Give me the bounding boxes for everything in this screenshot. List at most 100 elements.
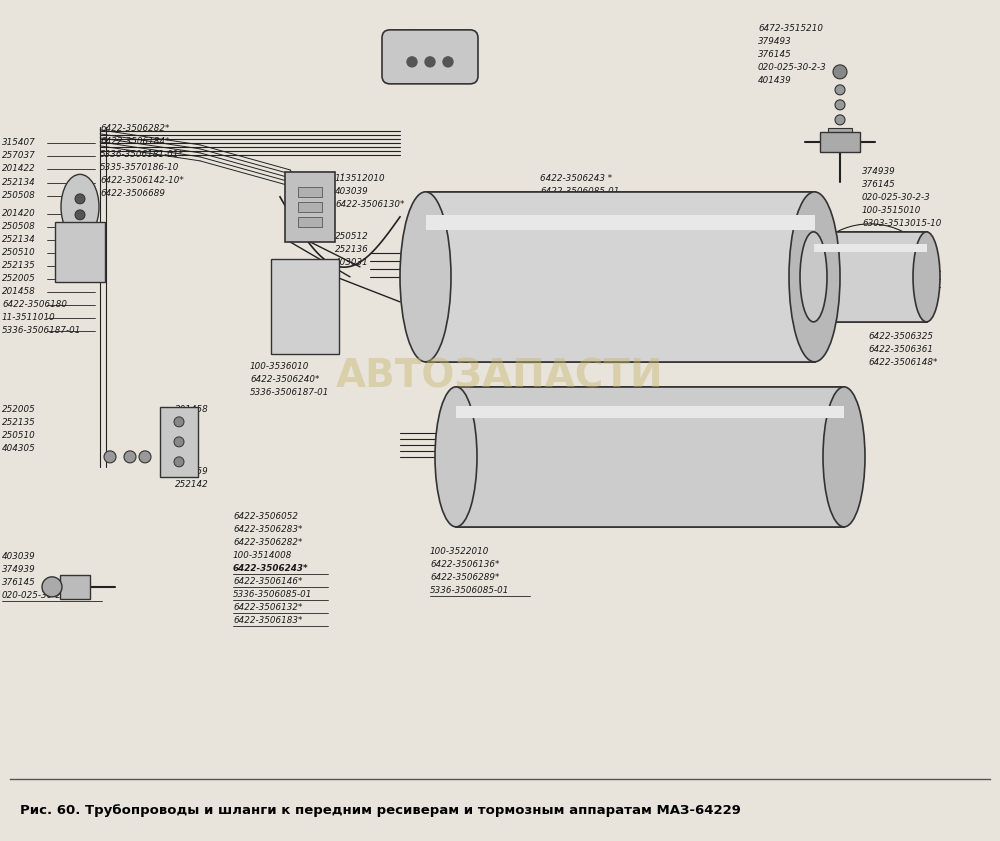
Bar [55, 222, 105, 282]
Circle shape [407, 57, 417, 67]
Circle shape [124, 451, 136, 463]
Text: 6422-3506361: 6422-3506361 [868, 346, 933, 354]
Text: 6422-3506289*: 6422-3506289* [430, 574, 499, 582]
Bar [426, 192, 814, 362]
Text: 376145: 376145 [390, 56, 424, 65]
Circle shape [443, 57, 453, 67]
Bar [160, 407, 198, 477]
Text: 6422-3506180: 6422-3506180 [2, 300, 67, 309]
Text: 252005: 252005 [2, 274, 36, 283]
Text: 6422-3506325: 6422-3506325 [868, 332, 933, 341]
Bar [828, 128, 852, 142]
Text: 250510: 250510 [2, 248, 36, 257]
Text: 379493: 379493 [758, 37, 792, 46]
Text: 201458: 201458 [175, 405, 209, 415]
Text: 374939: 374939 [862, 167, 896, 177]
Text: 252135: 252135 [2, 262, 36, 270]
Text: 6422-3506348*: 6422-3506348* [862, 246, 931, 254]
Bar [456, 387, 844, 526]
Text: 252134: 252134 [2, 178, 36, 188]
Text: 252136: 252136 [335, 246, 369, 254]
Text: 6422-3506052: 6422-3506052 [233, 512, 298, 521]
Text: 6422-3506130*: 6422-3506130* [335, 200, 404, 209]
Text: 6422-3506142-10*: 6422-3506142-10* [100, 177, 184, 185]
Text: 201420: 201420 [2, 209, 36, 219]
Text: 252142: 252142 [175, 480, 209, 489]
Text: 020-025-30-2-3: 020-025-30-2-3 [2, 591, 71, 600]
Text: 100-3536010: 100-3536010 [250, 362, 309, 372]
Text: 402776: 402776 [390, 29, 424, 39]
Text: 6422-3506283*: 6422-3506283* [233, 526, 302, 534]
Text: АВТОЗАПАСТИ: АВТОЗАПАСТИ [336, 358, 664, 396]
Circle shape [833, 65, 847, 79]
Text: 6422-3506240*: 6422-3506240* [250, 375, 319, 384]
Text: 6422-3506136*: 6422-3506136* [430, 560, 499, 569]
Ellipse shape [913, 232, 940, 322]
Text: 5336-3506187-01: 5336-3506187-01 [250, 389, 329, 397]
Text: 020-025-30-2-3: 020-025-30-2-3 [758, 63, 827, 72]
Bar [456, 405, 844, 418]
Text: 5336-3506085-01: 5336-3506085-01 [233, 590, 312, 600]
Text: 252134: 252134 [2, 235, 36, 245]
Text: 11͑3512010: 11͑3512010 [335, 174, 386, 183]
Circle shape [75, 210, 85, 220]
Text: 252005: 252005 [2, 405, 36, 415]
Text: 6422-3506352*: 6422-3506352* [862, 258, 931, 267]
Text: 5336-3506187-01: 5336-3506187-01 [2, 326, 81, 336]
Text: 6472-3515210: 6472-3515210 [758, 24, 823, 34]
Text: 250508: 250508 [2, 192, 36, 200]
Bar [814, 232, 926, 322]
Text: 6422-3506243 *: 6422-3506243 * [540, 174, 612, 183]
Bar [814, 244, 926, 252]
Circle shape [75, 194, 85, 204]
Text: 201422: 201422 [2, 164, 36, 173]
Circle shape [425, 57, 435, 67]
Bar [298, 187, 322, 197]
Circle shape [174, 436, 184, 447]
Text: 250510: 250510 [2, 431, 36, 441]
Circle shape [174, 417, 184, 427]
Text: 374939: 374939 [390, 42, 424, 51]
Text: 6422-3506243*: 6422-3506243* [233, 564, 309, 574]
Text: 379652: 379652 [540, 226, 574, 235]
Text: 401439: 401439 [758, 77, 792, 85]
Text: 5336-3506085-01: 5336-3506085-01 [430, 586, 509, 595]
Circle shape [174, 457, 184, 467]
Bar [820, 132, 860, 152]
Text: 6303-3506361: 6303-3506361 [862, 232, 927, 241]
Bar [60, 575, 90, 599]
Bar [298, 217, 322, 227]
Text: 404305: 404305 [2, 444, 36, 453]
Text: 6303-3513015-10: 6303-3513015-10 [862, 220, 941, 229]
Text: 5336-3506181-01*: 5336-3506181-01* [100, 151, 184, 159]
Circle shape [42, 577, 62, 597]
Bar [271, 259, 339, 354]
Text: 374939: 374939 [2, 565, 36, 574]
Ellipse shape [789, 192, 840, 362]
Text: 257037: 257037 [2, 151, 36, 161]
Text: 376145: 376145 [862, 180, 896, 189]
Text: 376145: 376145 [758, 50, 792, 60]
Text: 6422-3506148*: 6422-3506148* [868, 358, 937, 368]
Ellipse shape [823, 387, 865, 526]
Bar [285, 172, 335, 242]
Ellipse shape [435, 387, 477, 526]
Text: 250659: 250659 [175, 468, 209, 476]
Text: 100-3515010: 100-3515010 [862, 206, 921, 215]
Text: 100-3522010: 100-3522010 [430, 547, 489, 557]
Text: 6422-3506132*: 6422-3506132* [233, 603, 302, 612]
Text: 6422-3506282*: 6422-3506282* [233, 538, 302, 547]
Text: 6422-3506689: 6422-3506689 [100, 189, 165, 198]
Text: 403039: 403039 [2, 553, 36, 561]
Text: 6422-3506085-01: 6422-3506085-01 [540, 188, 619, 196]
Circle shape [835, 100, 845, 110]
Text: 250512: 250512 [335, 232, 369, 241]
Text: 6422-3506184*: 6422-3506184* [100, 137, 169, 146]
Text: 376145: 376145 [2, 579, 36, 587]
Text: 6422-3506307 *: 6422-3506307 * [540, 214, 612, 222]
Circle shape [835, 115, 845, 124]
Circle shape [835, 85, 845, 95]
Text: 5335-3570186-10: 5335-3570186-10 [100, 163, 179, 172]
Circle shape [104, 451, 116, 463]
Ellipse shape [400, 192, 451, 362]
